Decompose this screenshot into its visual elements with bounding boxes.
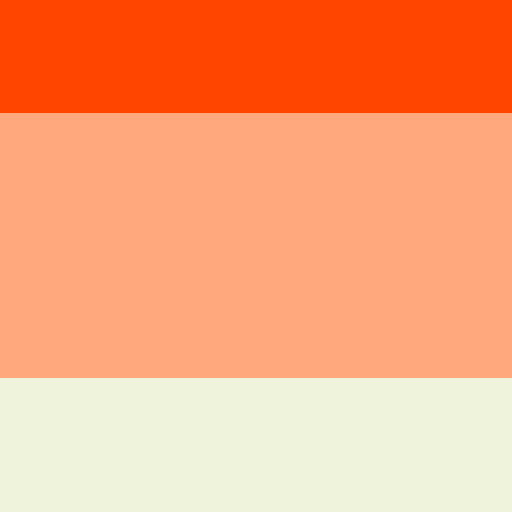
color-band-light-salmon [0,113,512,378]
color-band-pale-cream [0,378,512,512]
color-band-orange-red [0,0,512,113]
